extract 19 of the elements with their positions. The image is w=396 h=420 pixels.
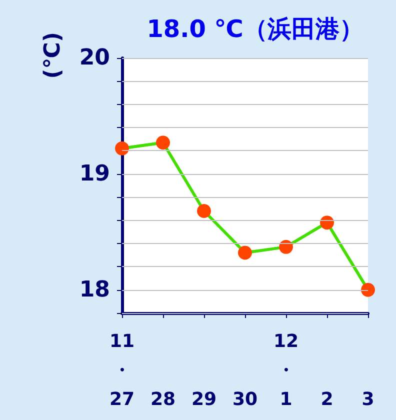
- x-tick-label: 28: [150, 389, 176, 410]
- y-tick-label: 20: [79, 46, 110, 70]
- x-tick-label: 30: [232, 389, 258, 410]
- point: [361, 282, 375, 297]
- x-tick-label: 11 ・ 27: [109, 331, 135, 410]
- x-tick-label: 3: [362, 389, 374, 410]
- point: [279, 240, 293, 254]
- x-tick-label: 29: [191, 389, 217, 410]
- x-tick-label: 12 ・ 1: [273, 331, 299, 410]
- point: [197, 204, 211, 218]
- chart-title: 18.0 ℃（浜田港）: [146, 15, 364, 43]
- y-tick-label: 18: [79, 277, 110, 302]
- point: [156, 136, 170, 150]
- y-axis-title: (℃): [40, 32, 66, 79]
- point: [115, 141, 129, 156]
- x-tick-label: 2: [320, 389, 334, 410]
- point: [238, 246, 252, 260]
- point: [320, 216, 334, 230]
- y-tick-label: 19: [79, 161, 110, 186]
